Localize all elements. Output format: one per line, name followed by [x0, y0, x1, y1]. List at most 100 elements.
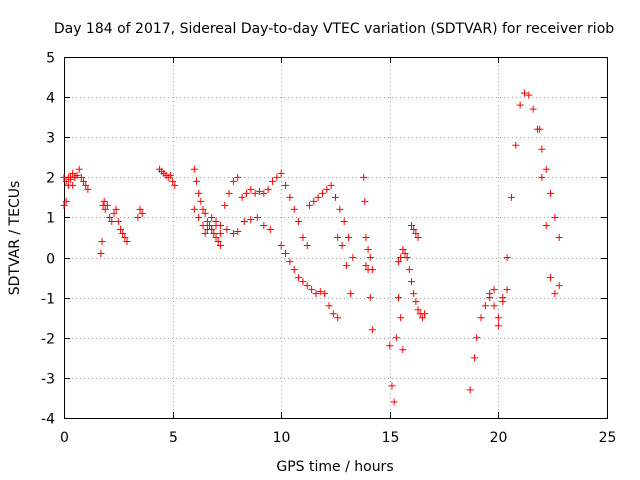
- data-point: [136, 205, 144, 213]
- data-point: [403, 254, 411, 262]
- data-point: [75, 165, 83, 173]
- data-point: [134, 213, 142, 221]
- data-point: [247, 185, 255, 193]
- data-point: [410, 225, 418, 233]
- x-axis-label: GPS time / hours: [276, 459, 393, 475]
- data-point: [334, 234, 342, 241]
- data-point: [225, 189, 233, 197]
- data-point: [512, 141, 520, 149]
- data-point: [547, 189, 555, 197]
- data-point: [242, 189, 250, 197]
- data-point: [269, 177, 277, 185]
- data-point: [390, 398, 398, 406]
- data-point: [253, 213, 261, 221]
- data-point: [555, 282, 563, 290]
- data-point: [418, 314, 426, 322]
- data-point: [399, 346, 407, 354]
- data-point: [336, 205, 344, 213]
- data-point: [520, 89, 528, 97]
- chart-title: Day 184 of 2017, Sidereal Day-to-day VTE…: [54, 21, 614, 37]
- data-point: [494, 314, 502, 322]
- data-point: [364, 246, 372, 254]
- data-point: [340, 217, 348, 225]
- data-point: [310, 197, 318, 205]
- data-point: [206, 221, 214, 229]
- y-tick-label: -1: [41, 292, 55, 308]
- data-point: [332, 193, 339, 201]
- data-point: [368, 326, 376, 334]
- data-point: [542, 221, 550, 229]
- data-point: [362, 234, 370, 241]
- data-point: [98, 238, 106, 246]
- data-point: [507, 193, 515, 201]
- data-point: [366, 254, 374, 262]
- data-point: [399, 246, 407, 254]
- x-tick-label: 5: [169, 430, 178, 446]
- x-tick-label: 25: [599, 430, 617, 446]
- y-axis-label: SDTVAR / TECUs: [7, 181, 23, 296]
- data-point: [234, 227, 242, 235]
- data-point: [69, 169, 77, 177]
- data-point: [277, 169, 285, 177]
- data-point: [555, 234, 563, 241]
- data-point: [216, 229, 224, 237]
- data-point: [171, 181, 179, 189]
- data-point: [203, 217, 211, 225]
- data-point: [414, 234, 422, 241]
- data-point: [397, 254, 405, 262]
- data-point: [466, 386, 474, 394]
- data-point: [229, 229, 237, 237]
- axis-ticks: [64, 57, 608, 419]
- data-point: [321, 290, 329, 298]
- data-point: [82, 181, 90, 189]
- data-point: [103, 201, 111, 209]
- data-point: [299, 234, 307, 241]
- data-point: [414, 306, 422, 314]
- data-point: [234, 173, 242, 181]
- data-point: [299, 278, 307, 286]
- data-point: [295, 274, 303, 282]
- data-point: [69, 181, 77, 189]
- data-point: [212, 221, 220, 229]
- data-point: [266, 225, 274, 233]
- data-point: [251, 189, 259, 197]
- data-point: [366, 294, 374, 302]
- data-point: [100, 197, 108, 205]
- data-point: [368, 266, 376, 274]
- data-point: [318, 189, 326, 197]
- data-point: [169, 177, 177, 185]
- data-point: [327, 181, 335, 189]
- data-point: [212, 234, 220, 241]
- data-point: [386, 342, 394, 350]
- data-point: [286, 193, 294, 201]
- data-point: [290, 266, 298, 274]
- data-point: [494, 322, 502, 330]
- data-point: [473, 334, 481, 342]
- data-point: [106, 213, 114, 221]
- y-tick-label: 1: [46, 211, 55, 227]
- data-point: [334, 314, 342, 322]
- data-point: [247, 215, 255, 223]
- data-point: [421, 310, 429, 318]
- data-point: [60, 201, 68, 209]
- data-point: [394, 294, 402, 302]
- y-tick-label: 3: [46, 131, 55, 147]
- data-point: [67, 175, 75, 183]
- x-tick-label: 10: [273, 430, 291, 446]
- grid: [64, 57, 607, 418]
- data-point: [282, 250, 290, 258]
- data-point: [101, 205, 109, 213]
- data-point: [295, 217, 303, 225]
- data-point: [214, 238, 222, 246]
- data-point: [490, 286, 498, 294]
- data-point: [542, 165, 550, 173]
- data-point: [349, 254, 357, 262]
- data-point: [551, 290, 559, 298]
- data-point: [238, 193, 246, 201]
- data-point: [119, 229, 127, 237]
- data-point: [108, 217, 116, 225]
- data-point: [290, 205, 298, 213]
- data-point: [551, 213, 559, 221]
- x-tick-label: 15: [382, 430, 400, 446]
- data-point: [408, 221, 416, 229]
